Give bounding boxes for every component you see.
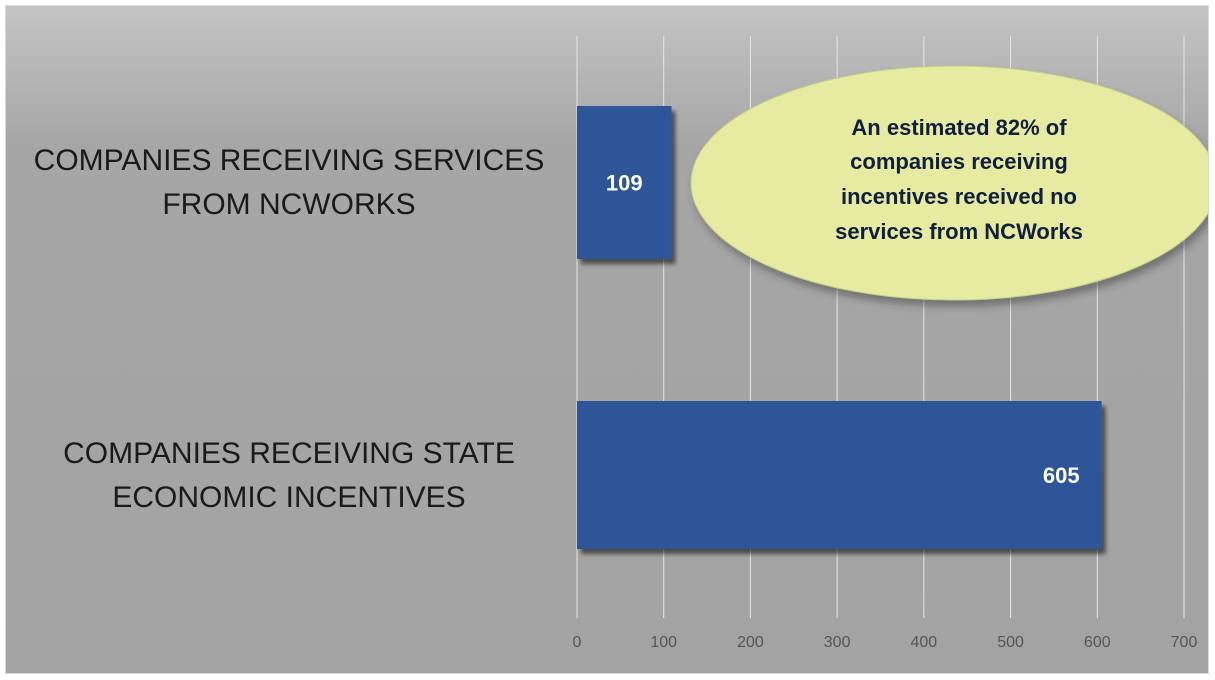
x-tick-label: 600 (1084, 634, 1111, 651)
category-label: COMPANIES RECEIVING SERVICES (34, 144, 545, 177)
x-tick-label: 300 (824, 634, 851, 651)
bar-data-label: 605 (1043, 463, 1080, 488)
x-tick-label: 0 (573, 634, 582, 651)
x-tick-label: 400 (911, 634, 938, 651)
bar-chart: 0 100 200 300 400 500 600 700 109 605 COMPANIES … (34, 36, 1208, 651)
category-label: FROM NCWORKS (162, 188, 415, 221)
callout-text: An estimated 82% of (851, 115, 1067, 140)
category-label: COMPANIES RECEIVING STATE (63, 437, 515, 470)
category-label: ECONOMIC INCENTIVES (112, 481, 465, 514)
x-tick-label: 200 (737, 634, 764, 651)
chart-area: 0 100 200 300 400 500 600 700 109 605 COMPANIES … (5, 5, 1209, 674)
bar (577, 106, 672, 259)
callout-bubble (690, 65, 1208, 301)
x-tick-label: 500 (997, 634, 1024, 651)
x-tick-label: 100 (650, 634, 677, 651)
callout-text: incentives received no (841, 184, 1077, 209)
bar-data-label: 109 (606, 171, 643, 196)
callout-text: services from NCWorks (835, 219, 1083, 244)
bar (577, 401, 1102, 549)
x-tick-label: 700 (1171, 634, 1198, 651)
callout-text: companies receiving (850, 149, 1068, 174)
